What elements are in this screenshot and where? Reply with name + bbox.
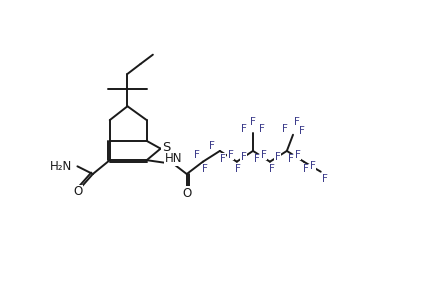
Text: F: F	[209, 140, 215, 151]
Text: H₂N: H₂N	[50, 160, 72, 173]
Text: S: S	[162, 141, 170, 154]
Text: F: F	[250, 117, 256, 128]
Text: F: F	[275, 152, 281, 162]
Text: F: F	[322, 174, 328, 184]
Text: HN: HN	[165, 152, 182, 165]
Text: F: F	[282, 124, 288, 134]
Text: F: F	[288, 154, 294, 164]
Text: F: F	[299, 126, 305, 136]
Text: F: F	[254, 154, 260, 164]
Text: F: F	[259, 124, 265, 134]
Text: F: F	[294, 117, 300, 128]
Text: F: F	[303, 164, 309, 174]
Text: F: F	[241, 152, 247, 162]
Text: F: F	[241, 124, 247, 134]
Text: F: F	[236, 164, 241, 174]
Text: F: F	[269, 164, 275, 174]
Text: F: F	[310, 161, 316, 171]
Text: O: O	[182, 187, 191, 200]
Text: F: F	[295, 150, 301, 160]
Text: F: F	[201, 164, 207, 174]
Text: F: F	[261, 150, 267, 160]
Text: O: O	[74, 185, 83, 198]
Text: F: F	[228, 150, 233, 160]
Text: F: F	[194, 150, 200, 160]
Text: F: F	[220, 154, 226, 164]
